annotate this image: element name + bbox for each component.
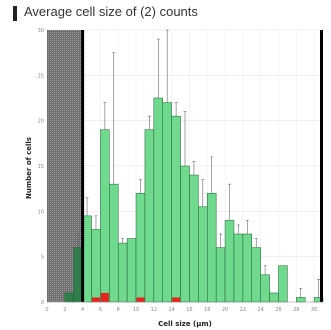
histogram-bar bbox=[91, 229, 101, 303]
histogram-bar bbox=[215, 247, 226, 303]
histogram-bar bbox=[296, 297, 306, 303]
x-tick-labels: 0 2 4 6 8 10 12 14 16 18 20 22 24 26 28 30 bbox=[45, 307, 317, 313]
x-tick-label: 16 bbox=[186, 307, 192, 313]
histogram-bar bbox=[144, 129, 155, 303]
histogram-bar bbox=[180, 165, 190, 303]
histogram-bar bbox=[153, 97, 163, 303]
x-tick-label: 4 bbox=[81, 307, 84, 313]
y-tick-label: 20 bbox=[38, 119, 44, 125]
x-tick-label: 2 bbox=[63, 307, 66, 313]
histogram-bar bbox=[135, 192, 146, 303]
histogram-bar bbox=[126, 238, 137, 303]
histogram-bar bbox=[109, 183, 119, 303]
chart-title: Average cell size of (2) counts bbox=[24, 4, 198, 19]
red-series-bar bbox=[92, 297, 100, 302]
y-tick-labels: 0 5 10 15 20 25 30 bbox=[38, 28, 44, 306]
chart-header: Average cell size of (2) counts bbox=[0, 0, 331, 28]
y-tick-label: 15 bbox=[38, 164, 44, 170]
error-bars bbox=[76, 29, 321, 298]
red-series-bars bbox=[92, 292, 181, 302]
y-tick-label: 30 bbox=[38, 28, 44, 34]
histogram-bar bbox=[117, 242, 128, 303]
x-tick-label: 26 bbox=[275, 307, 281, 313]
red-series-bar bbox=[172, 297, 181, 302]
histogram-bar bbox=[269, 292, 279, 303]
y-tick-label: 10 bbox=[38, 209, 44, 215]
x-tick-label: 28 bbox=[293, 307, 299, 313]
histogram-bar bbox=[64, 292, 74, 303]
x-tick-label: 12 bbox=[151, 307, 157, 313]
y-tick-label: 5 bbox=[41, 255, 44, 261]
x-axis-label: Cell size (µm) bbox=[158, 320, 212, 328]
x-tick-label: 30 bbox=[311, 307, 317, 313]
x-tick-label: 6 bbox=[99, 307, 102, 313]
histogram-bar bbox=[189, 174, 199, 303]
histogram-bar bbox=[198, 206, 208, 303]
x-tick-label: 14 bbox=[168, 307, 174, 313]
x-tick-label: 24 bbox=[257, 307, 263, 313]
histogram-bar bbox=[224, 220, 235, 303]
histogram-bar bbox=[171, 115, 181, 303]
histogram-bars bbox=[64, 97, 324, 303]
histogram-bar bbox=[100, 129, 110, 303]
histogram-bar bbox=[278, 265, 288, 303]
x-tick-label: 18 bbox=[204, 307, 210, 313]
histogram-bar bbox=[260, 274, 270, 303]
x-tick-label: 22 bbox=[240, 307, 246, 313]
histogram-bar bbox=[251, 247, 261, 303]
histogram-bar bbox=[207, 192, 217, 303]
histogram-bar bbox=[233, 233, 244, 303]
x-tick-label: 20 bbox=[222, 307, 228, 313]
y-tick-label: 25 bbox=[38, 73, 44, 79]
x-tick-label: 10 bbox=[133, 307, 139, 313]
histogram-bar bbox=[162, 102, 172, 303]
histogram-bar bbox=[242, 233, 253, 303]
red-series-bar bbox=[136, 297, 145, 302]
title-accent-bar bbox=[13, 6, 17, 21]
red-series-bar bbox=[100, 292, 109, 302]
x-tick-label: 0 bbox=[45, 307, 48, 313]
y-axis-label: Number of cells bbox=[25, 137, 33, 199]
histogram-chart: 0 2 4 6 8 10 12 14 16 18 20 22 24 26 28 30 051015202530… bbox=[25, 28, 324, 328]
y-tick-label: 0 bbox=[41, 300, 44, 306]
x-tick-label: 8 bbox=[117, 307, 120, 313]
